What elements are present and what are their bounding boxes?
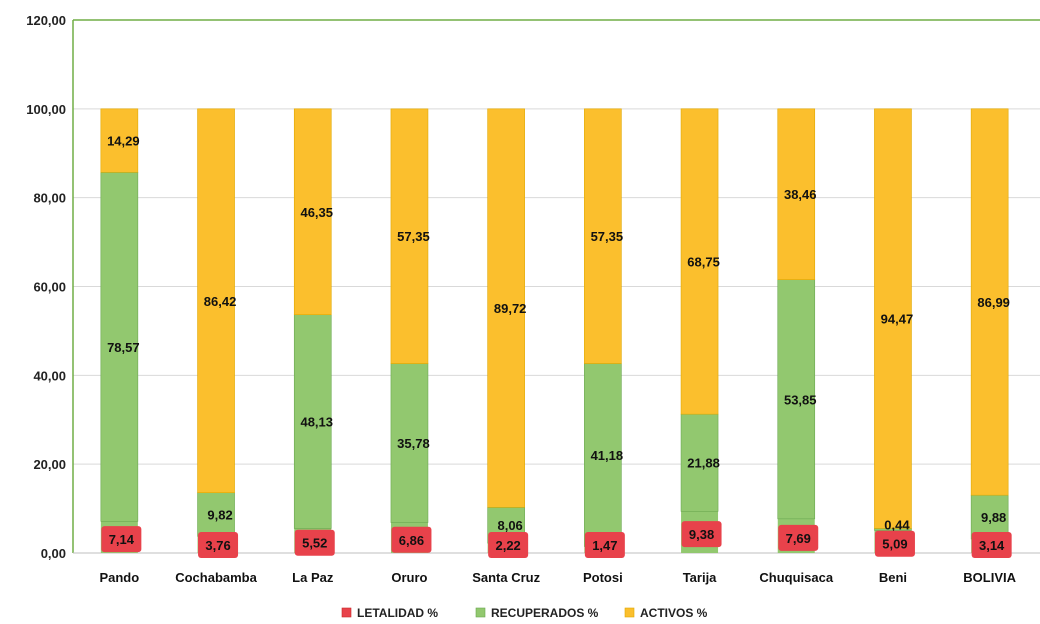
y-tick-label: 0,00 bbox=[41, 546, 66, 561]
x-axis-ticks: Pando Cochabamba La Paz Oruro Santa Cruz Poto… bbox=[99, 570, 1016, 585]
x-tick-label: Pando bbox=[99, 570, 139, 585]
legend-swatch bbox=[341, 607, 352, 618]
data-label-letalidad: 5,09 bbox=[882, 537, 907, 552]
bar-segment-recuperados bbox=[100, 172, 139, 522]
data-label-recuperados: 53,85 bbox=[784, 392, 817, 407]
data-label-recuperados: 0,44 bbox=[884, 517, 910, 532]
data-label-box-letalidad bbox=[198, 532, 239, 558]
bar-segment-recuperados bbox=[584, 363, 622, 547]
y-tick-label: 100,00 bbox=[26, 102, 66, 117]
data-label-recuperados: 41,18 bbox=[591, 448, 624, 463]
x-tick-label: Chuquisaca bbox=[759, 570, 833, 585]
y-tick-label: 60,00 bbox=[33, 280, 66, 295]
bar-segment-recuperados bbox=[197, 492, 235, 537]
data-label-activos: 14,29 bbox=[107, 134, 140, 149]
data-label-letalidad: 3,76 bbox=[205, 538, 230, 553]
bar-segment-activos bbox=[197, 108, 235, 493]
data-label-recuperados: 48,13 bbox=[300, 415, 333, 430]
data-label-letalidad: 2,22 bbox=[495, 538, 520, 553]
data-label-activos: 86,42 bbox=[204, 294, 237, 309]
data-label-recuperados: 35,78 bbox=[397, 436, 430, 451]
legend-label: ACTIVOS % bbox=[640, 606, 708, 620]
data-label-box-letalidad bbox=[488, 532, 529, 558]
data-labels: 78,57 14,29 7,14 9,82 86,42 3,76 48,13 46,35 5,5… bbox=[101, 134, 1012, 558]
y-tick-label: 80,00 bbox=[33, 191, 66, 206]
x-tick-label: Cochabamba bbox=[175, 570, 257, 585]
data-label-activos: 68,75 bbox=[687, 254, 720, 269]
y-tick-label: 20,00 bbox=[33, 457, 66, 472]
x-tick-label: Potosi bbox=[583, 570, 623, 585]
data-label-box-letalidad bbox=[101, 526, 142, 553]
data-label-activos: 57,35 bbox=[397, 229, 430, 244]
data-label-box-letalidad bbox=[294, 529, 335, 556]
x-tick-label: Santa Cruz bbox=[472, 570, 540, 585]
data-label-letalidad: 3,14 bbox=[979, 538, 1005, 553]
bar-segment-recuperados bbox=[970, 494, 1009, 540]
bar-segment-activos bbox=[390, 108, 429, 364]
x-tick-label: Tarija bbox=[683, 570, 717, 585]
data-label-activos: 38,46 bbox=[784, 187, 817, 202]
bar-segment-recuperados bbox=[293, 314, 332, 529]
data-label-recuperados: 78,57 bbox=[107, 340, 140, 355]
bar-segment-activos bbox=[970, 108, 1009, 496]
data-label-box-letalidad bbox=[971, 532, 1012, 558]
x-tick-label: Beni bbox=[879, 570, 907, 585]
x-tick-label: Oruro bbox=[391, 570, 427, 585]
data-label-activos: 46,35 bbox=[300, 205, 333, 220]
bar-segment-recuperados bbox=[777, 279, 816, 520]
bar-segment-recuperados bbox=[390, 363, 429, 523]
legend-label: RECUPERADOS % bbox=[491, 606, 599, 620]
data-label-letalidad: 1,47 bbox=[592, 538, 617, 553]
bar-segment-recuperados bbox=[680, 413, 719, 512]
y-tick-label: 40,00 bbox=[33, 368, 66, 383]
bar-segment-activos bbox=[874, 108, 912, 529]
bar-segment-activos bbox=[584, 108, 622, 364]
data-label-letalidad: 7,69 bbox=[786, 531, 811, 546]
data-label-activos: 57,35 bbox=[591, 229, 624, 244]
data-label-box-letalidad bbox=[584, 532, 625, 558]
bars bbox=[100, 108, 1009, 553]
data-label-letalidad: 7,14 bbox=[109, 532, 135, 547]
data-label-box-letalidad bbox=[391, 526, 432, 553]
data-label-box-letalidad bbox=[874, 530, 915, 557]
legend-swatch bbox=[475, 607, 486, 618]
data-label-letalidad: 6,86 bbox=[399, 533, 424, 548]
bar-segment-activos bbox=[487, 108, 525, 508]
data-label-activos: 86,99 bbox=[977, 295, 1010, 310]
data-label-recuperados: 8,06 bbox=[497, 518, 522, 533]
data-label-recuperados: 9,88 bbox=[981, 510, 1006, 525]
bar-segment-activos bbox=[293, 108, 332, 316]
data-label-activos: 94,47 bbox=[881, 312, 914, 327]
data-label-box-letalidad bbox=[681, 521, 722, 548]
legend-swatch bbox=[624, 607, 635, 618]
bar-segment-activos bbox=[777, 108, 816, 280]
bar-segment-activos bbox=[680, 108, 719, 415]
x-tick-label: La Paz bbox=[292, 570, 334, 585]
data-label-letalidad: 5,52 bbox=[302, 536, 327, 551]
data-label-letalidad: 9,38 bbox=[689, 527, 714, 542]
x-tick-label: BOLIVIA bbox=[963, 570, 1016, 585]
bar-segment-activos bbox=[100, 108, 139, 173]
y-tick-label: 120,00 bbox=[26, 13, 66, 28]
data-label-recuperados: 9,82 bbox=[207, 507, 232, 522]
data-label-recuperados: 21,88 bbox=[687, 456, 720, 471]
legend-label: LETALIDAD % bbox=[357, 606, 438, 620]
data-label-activos: 89,72 bbox=[494, 301, 527, 316]
data-label-box-letalidad bbox=[778, 524, 819, 551]
y-axis-ticks: 0,00 20,00 40,00 60,00 80,00 100,00 120,00 bbox=[26, 13, 66, 561]
legend: LETALIDAD % RECUPERADOS % ACTIVOS % bbox=[341, 606, 708, 620]
